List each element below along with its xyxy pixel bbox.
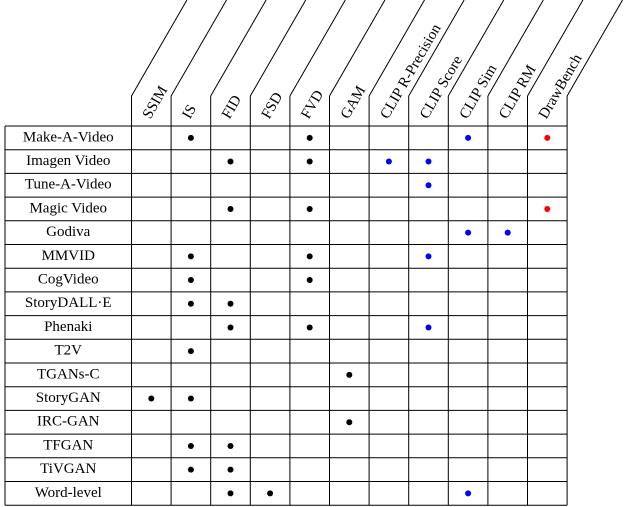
header-border xyxy=(368,0,425,97)
dot xyxy=(544,134,551,141)
header-border xyxy=(408,0,465,97)
dot xyxy=(425,253,432,260)
column-header: GAM xyxy=(338,83,369,121)
dot xyxy=(148,395,155,402)
column-header: FID xyxy=(219,93,245,122)
dot xyxy=(544,205,551,212)
dot xyxy=(504,229,511,236)
dot xyxy=(425,324,432,331)
row-name: CogVideo xyxy=(38,271,99,287)
dot xyxy=(227,466,234,473)
dot xyxy=(346,419,353,426)
row-name: TiVGAN xyxy=(40,461,96,477)
row-name: IRC-GAN xyxy=(37,414,100,430)
dot xyxy=(187,395,194,402)
dot xyxy=(385,158,392,165)
column-header: SSIM xyxy=(140,83,171,121)
row-name: T2V xyxy=(55,343,83,359)
dot xyxy=(187,134,194,141)
dot xyxy=(227,442,234,449)
row-name: Word-level xyxy=(35,485,102,501)
dot xyxy=(306,253,313,260)
dot xyxy=(187,253,194,260)
header-border xyxy=(210,0,267,97)
dot xyxy=(306,277,313,284)
header-border xyxy=(447,0,505,97)
dot xyxy=(227,158,234,165)
dot xyxy=(465,134,472,141)
row-name: MMVID xyxy=(42,248,96,264)
row-name: StoryGAN xyxy=(36,390,101,406)
column-header: FVD xyxy=(298,88,327,122)
row-name: Godiva xyxy=(46,224,91,240)
row-name: Phenaki xyxy=(44,319,92,335)
header-border xyxy=(289,0,346,97)
dot xyxy=(465,490,472,497)
dot xyxy=(187,466,194,473)
dot xyxy=(425,182,432,189)
dot xyxy=(187,442,194,449)
column-header: IS xyxy=(179,102,200,122)
header-border xyxy=(170,0,227,97)
column-header: CLIP RM xyxy=(496,63,539,122)
dot xyxy=(465,229,472,236)
header-border xyxy=(566,0,623,97)
row-name: TFGAN xyxy=(43,437,93,453)
dot xyxy=(187,277,194,284)
row-name: Magic Video xyxy=(29,200,107,216)
header-border xyxy=(487,0,544,97)
dot xyxy=(306,324,313,331)
dot xyxy=(267,490,274,497)
header-border xyxy=(131,0,188,97)
row-name: Imagen Video xyxy=(26,153,110,169)
column-header: FSD xyxy=(259,90,287,122)
dot xyxy=(227,324,234,331)
column-header: DrawBench xyxy=(536,51,586,121)
dot xyxy=(306,134,313,141)
header-border xyxy=(527,0,584,97)
dot xyxy=(227,300,234,307)
row-name: Make-A-Video xyxy=(23,129,114,145)
dot xyxy=(187,300,194,307)
dot xyxy=(306,205,313,212)
dot xyxy=(346,371,353,378)
row-name: Tune-A-Video xyxy=(25,177,112,193)
row-name: TGANs-C xyxy=(37,366,100,382)
dot xyxy=(227,490,234,497)
dot xyxy=(187,348,194,355)
header-border xyxy=(329,0,386,97)
header-border xyxy=(249,0,307,97)
dot xyxy=(306,158,313,165)
dot xyxy=(425,158,432,165)
row-name: StoryDALL·E xyxy=(25,295,112,311)
dot xyxy=(227,205,234,212)
